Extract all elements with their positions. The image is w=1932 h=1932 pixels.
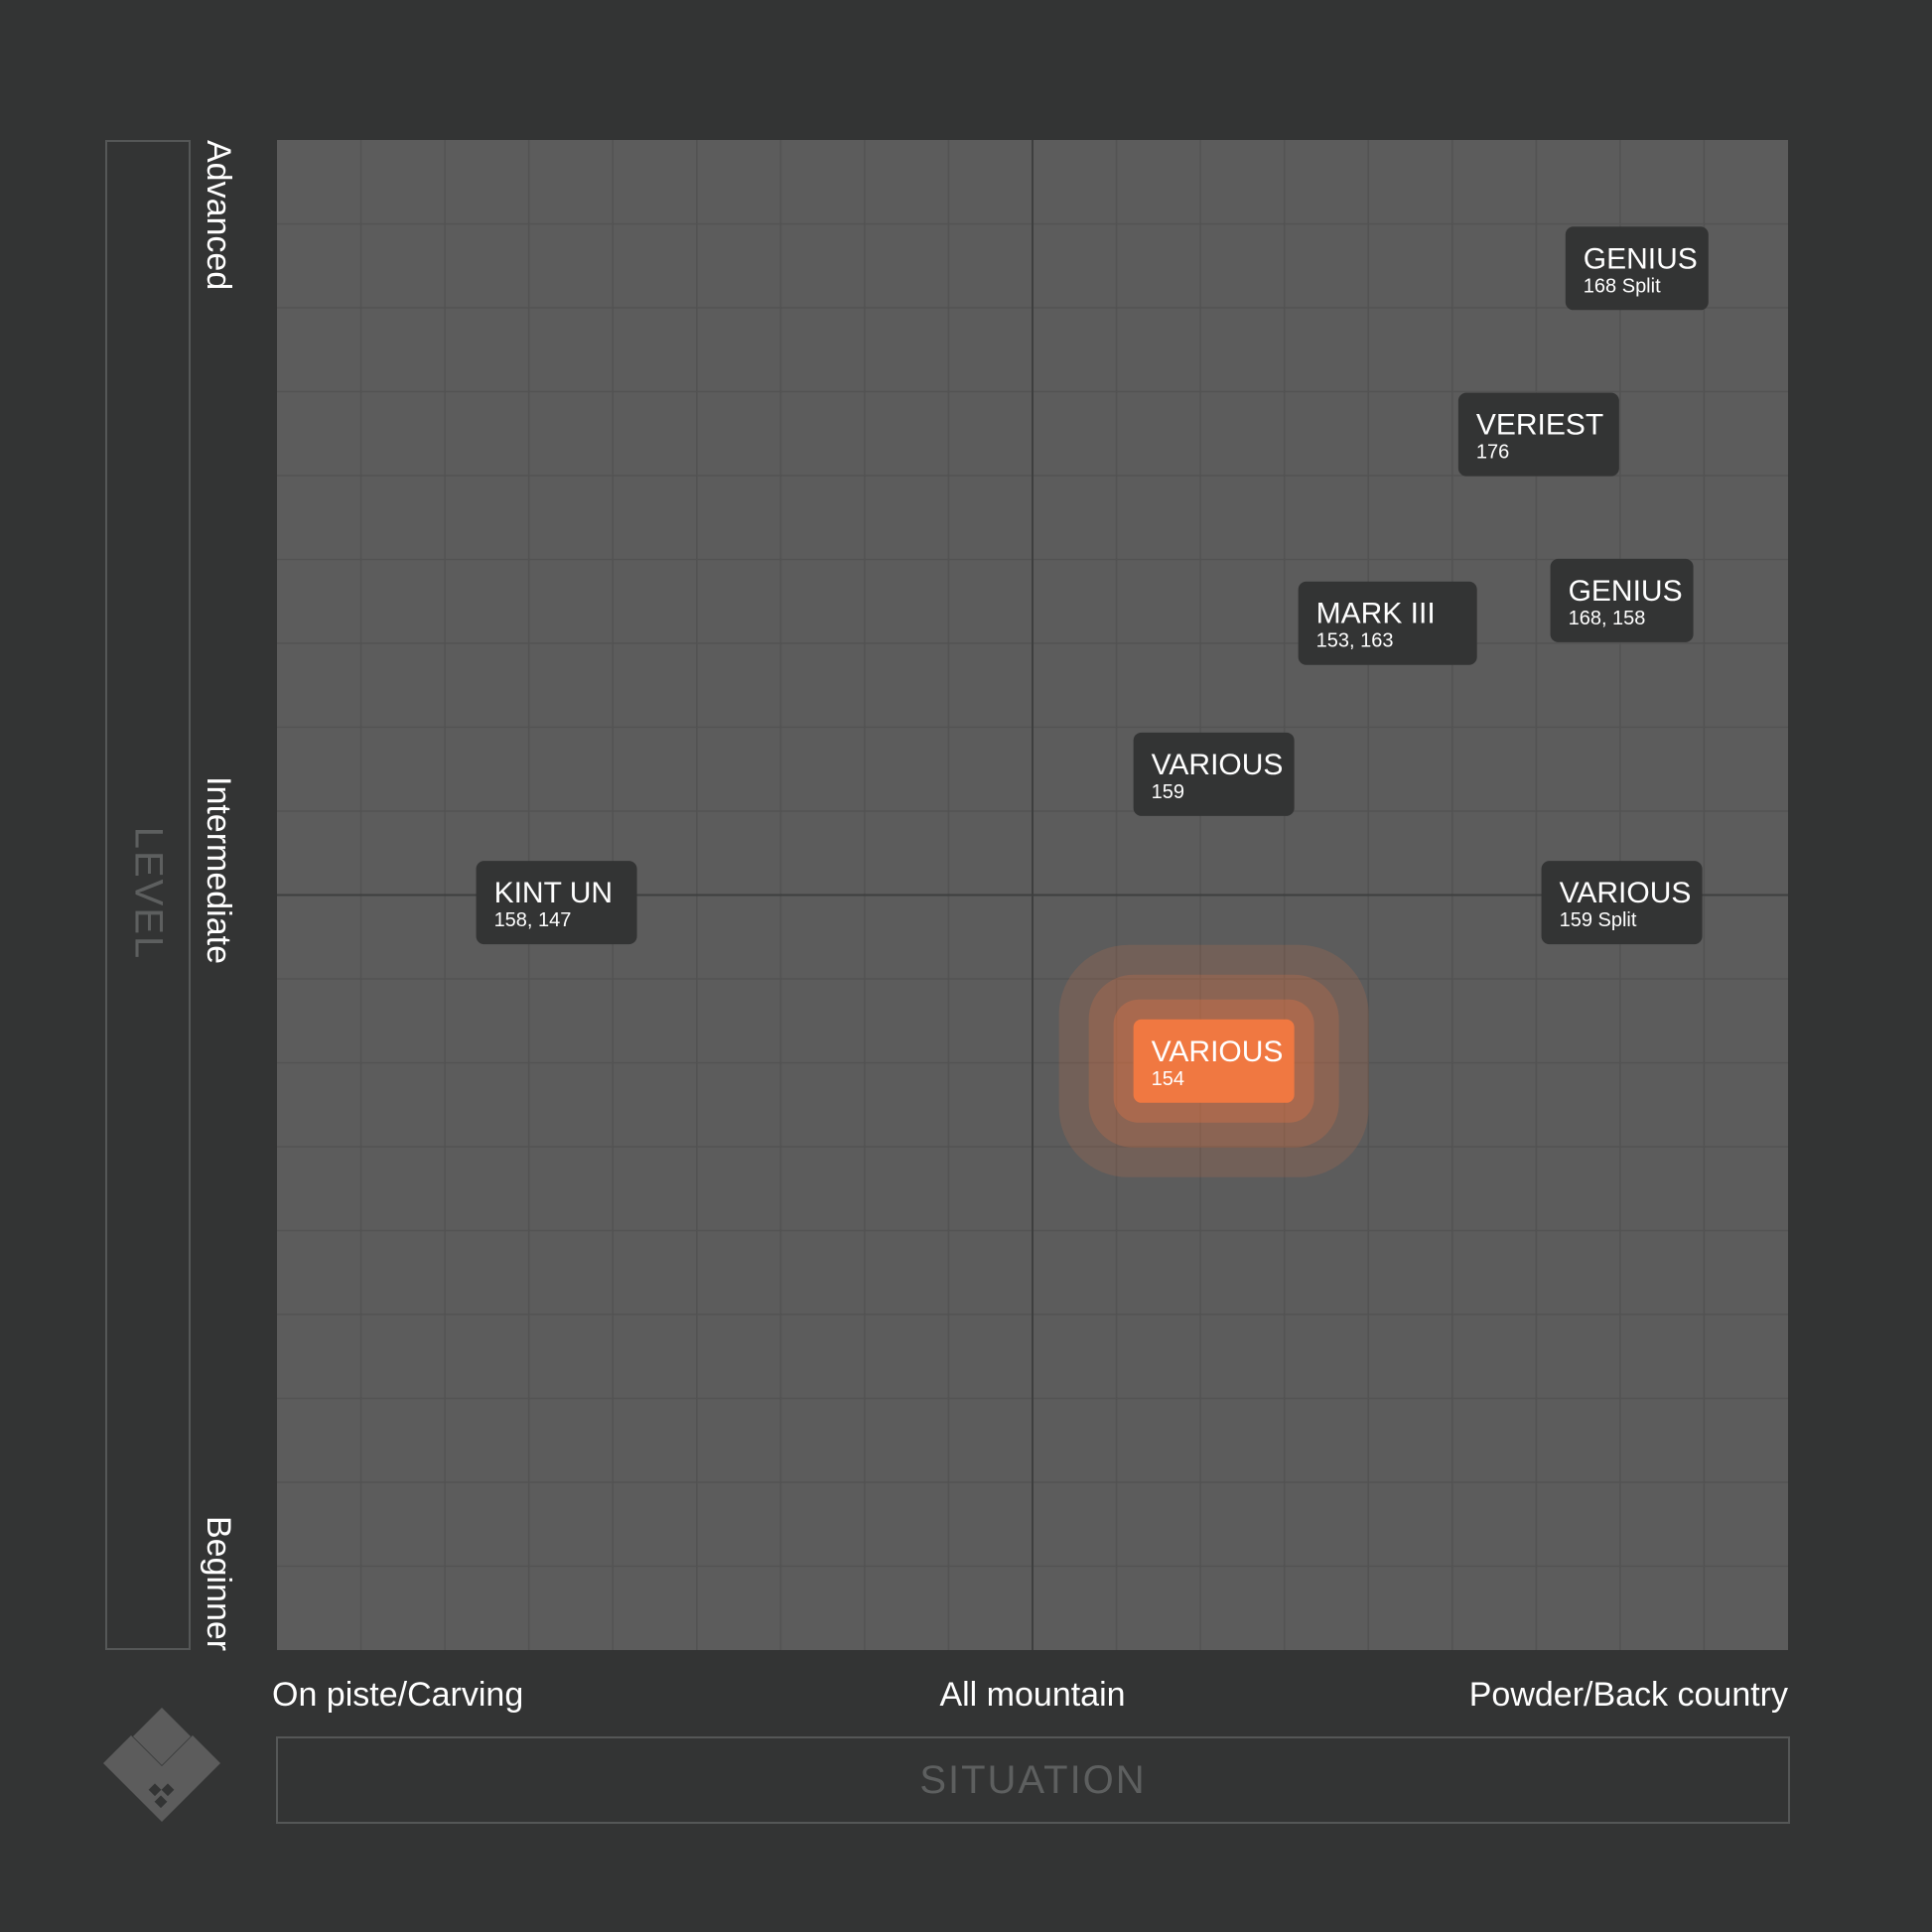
point-name: VARIOUS	[1560, 877, 1692, 909]
x-tick-all-mountain: All mountain	[939, 1676, 1126, 1714]
point-detail: 158, 147	[494, 909, 572, 931]
y-tick-beginner: Beginner	[200, 1516, 237, 1652]
point-name: GENIUS	[1569, 575, 1683, 608]
y-tick-intermediate: Intermediate	[200, 776, 237, 964]
label-box	[1541, 861, 1703, 945]
x-tick-powder: Powder/Back country	[1468, 1676, 1788, 1714]
label-box	[1133, 732, 1295, 816]
x-tick-on-piste: On piste/Carving	[272, 1676, 524, 1714]
point-name: GENIUS	[1584, 242, 1698, 275]
level-axis-frame	[105, 140, 191, 1650]
label-box	[1457, 392, 1619, 477]
label-box	[476, 861, 637, 945]
y-tick-advanced: Advanced	[200, 140, 237, 291]
label-box	[1565, 226, 1709, 311]
x-axis-title: SITUATION	[919, 1757, 1147, 1802]
point-detail: 154	[1152, 1068, 1184, 1090]
point-detail: 176	[1476, 442, 1509, 464]
y-axis-title: LEVEL	[126, 826, 171, 961]
situation-axis-frame: SITUATION	[276, 1736, 1790, 1824]
point-detail: 159 Split	[1560, 909, 1637, 931]
label-box	[1298, 581, 1477, 665]
point-detail: 159	[1152, 781, 1184, 803]
point-name: MARK III	[1316, 598, 1436, 630]
point-name: VERIEST	[1476, 409, 1603, 442]
point-detail: 168, 158	[1569, 608, 1646, 629]
point-name: VARIOUS	[1152, 1035, 1284, 1068]
label-box	[1550, 558, 1694, 642]
label-box	[1133, 1019, 1295, 1103]
point-detail: 153, 163	[1316, 630, 1394, 652]
point-detail: 168 Split	[1584, 275, 1661, 297]
diamond-logo-icon	[103, 1708, 220, 1822]
point-name: VARIOUS	[1152, 749, 1284, 781]
point-name: KINT UN	[494, 877, 613, 909]
